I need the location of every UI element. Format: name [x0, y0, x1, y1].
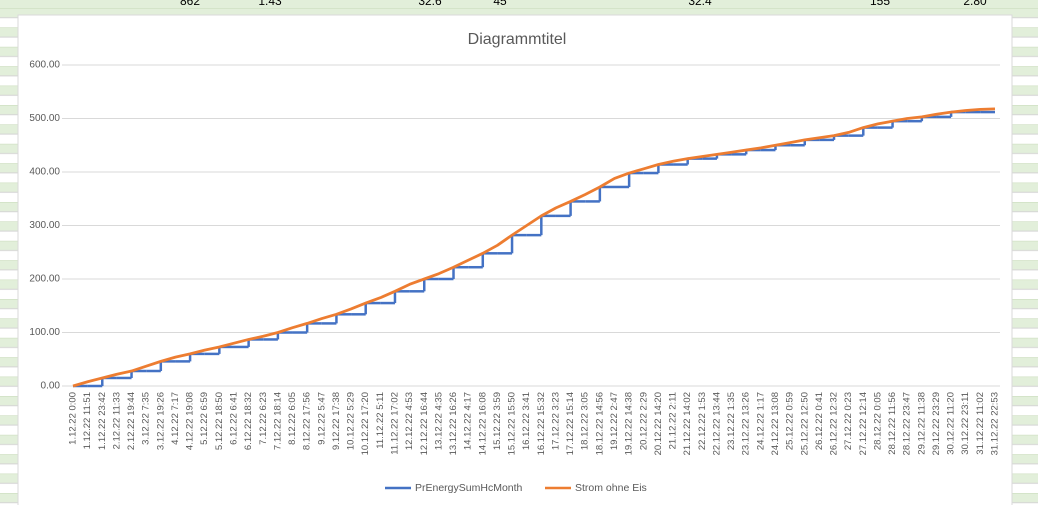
cell: 1.43	[258, 0, 282, 8]
x-tick-label: 6.12.22 18:32	[243, 392, 254, 450]
x-tick-label: 28.12.22 11:56	[887, 392, 898, 455]
y-tick-label: 100.00	[29, 327, 60, 338]
chart-area[interactable]	[17, 14, 1013, 505]
x-tick-label: 25.12.22 0:59	[785, 392, 796, 450]
x-tick-label: 10.12.22 17:20	[360, 392, 371, 455]
x-tick-label: 8.12.22 6:05	[287, 392, 298, 445]
x-tick-label: 24.12.22 13:08	[770, 392, 781, 455]
cell: 862	[180, 0, 200, 8]
x-tick-label: 29.12.22 23:29	[931, 392, 942, 455]
x-tick-label: 19.12.22 2:47	[609, 392, 620, 450]
x-tick-label: 25.12.22 12:50	[799, 392, 810, 455]
x-tick-label: 18.12.22 14:56	[594, 392, 605, 455]
x-tick-label: 31.12.22 11:02	[975, 392, 986, 455]
x-tick-label: 4.12.22 7:17	[170, 392, 181, 445]
x-tick-label: 2.12.22 11:33	[111, 392, 122, 449]
series-line	[72, 107, 996, 388]
x-tick-label: 16.12.22 15:32	[536, 392, 547, 455]
x-tick-label: 14.12.22 16:08	[477, 392, 488, 455]
x-tick-label: 21.12.22 2:11	[668, 392, 679, 449]
x-tick-label: 17.12.22 3:23	[550, 392, 561, 450]
x-tick-label: 13.12.22 16:26	[448, 392, 459, 455]
x-tick-label: 14.12.22 4:17	[463, 392, 474, 450]
top-row-cells: 862 1.43 32.6 45 32.4 155 2.80	[180, 0, 987, 8]
x-tick-label: 6.12.22 6:41	[228, 392, 239, 445]
x-tick-label: 28.12.22 23:47	[902, 392, 913, 455]
x-tick-label: 11.12.22 17:02	[389, 392, 400, 455]
x-tick-label: 5.12.22 18:50	[214, 392, 225, 450]
x-tick-label: 4.12.22 19:08	[185, 392, 196, 450]
cell: 32.4	[688, 0, 712, 8]
x-tick-label: 20.12.22 2:29	[638, 392, 649, 450]
x-tick-label: 20.12.22 14:20	[653, 392, 664, 455]
x-tick-label: 10.12.22 5:29	[346, 392, 357, 450]
x-tick-label: 11.12.22 5:11	[375, 392, 386, 449]
top-row	[0, 0, 1038, 8]
chart-title: Diagrammtitel	[468, 31, 567, 48]
x-tick-label: 30.12.22 23:11	[960, 392, 971, 455]
cell: 2.80	[963, 0, 987, 8]
y-tick-label: 600.00	[29, 60, 60, 71]
x-tick-label: 16.12.22 3:41	[521, 392, 532, 450]
x-tick-label: 7.12.22 18:14	[272, 392, 283, 450]
x-tick-label: 8.12.22 17:56	[302, 392, 313, 450]
plot: 0.00 100.00 200.00 300.00 400.00 500.00 600.00…	[29, 60, 1000, 494]
x-tick-label: 3.12.22 7:35	[141, 392, 152, 445]
x-tick-label: 23.12.22 1:35	[726, 392, 737, 450]
legend-label: Strom ohne Eis	[575, 482, 647, 494]
x-tick-label: 1.12.22 23:42	[97, 392, 108, 450]
x-tick-label: 19.12.22 14:38	[624, 392, 635, 455]
x-tick-label: 15.12.22 3:59	[492, 392, 503, 450]
cell: 45	[493, 0, 507, 8]
x-tick-label: 26.12.22 0:41	[814, 392, 825, 450]
x-tick-label: 1.12.22 11:51	[82, 392, 93, 449]
legend-label: PrEnergySumHcMonth	[415, 482, 523, 494]
x-tick-label: 15.12.22 15:50	[507, 392, 518, 455]
cell: 32.6	[418, 0, 442, 8]
x-tick-label: 30.12.22 11:20	[946, 392, 957, 455]
y-tick-label: 400.00	[29, 167, 60, 178]
x-tick-label: 9.12.22 17:38	[331, 392, 342, 450]
y-tick-label: 500.00	[29, 113, 60, 124]
y-tick-label: 0.00	[41, 381, 61, 392]
x-tick-label: 29.12.22 11:38	[916, 392, 927, 455]
x-tick-label: 22.12.22 13:44	[711, 392, 722, 455]
x-tick-label: 22.12.22 1:53	[697, 392, 708, 450]
x-tick-label: 5.12.22 6:59	[199, 392, 210, 445]
x-tick-label: 7.12.22 6:23	[258, 392, 269, 445]
x-tick-label: 2.12.22 19:44	[126, 392, 137, 450]
x-tick-label: 12.12.22 16:44	[419, 392, 430, 455]
x-tick-label: 27.12.22 12:14	[858, 392, 869, 455]
x-tick-label: 24.12.22 1:17	[755, 392, 766, 450]
x-tick-label: 12.12.22 4:53	[404, 392, 415, 450]
x-tick-label: 9.12.22 5:47	[316, 392, 327, 445]
x-tick-label: 3.12.22 19:26	[155, 392, 166, 450]
y-tick-label: 200.00	[29, 274, 60, 285]
x-tick-label: 27.12.22 0:23	[843, 392, 854, 450]
x-tick-label: 18.12.22 3:05	[580, 392, 591, 450]
x-tick-label: 28.12.22 0:05	[872, 392, 883, 450]
x-tick-label: 21.12.22 14:02	[682, 392, 693, 455]
x-tick-label: 26.12.22 12:32	[829, 392, 840, 455]
x-tick-label: 23.12.22 13:26	[741, 392, 752, 455]
cell: 155	[870, 0, 890, 8]
x-tick-label: 1.12.22 0:00	[68, 392, 79, 445]
x-tick-label: 17.12.22 15:14	[565, 392, 576, 455]
y-tick-label: 300.00	[29, 220, 60, 231]
x-tick-label: 13.12.22 4:35	[433, 392, 444, 450]
x-tick-label: 31.12.22 22:53	[990, 392, 1001, 455]
